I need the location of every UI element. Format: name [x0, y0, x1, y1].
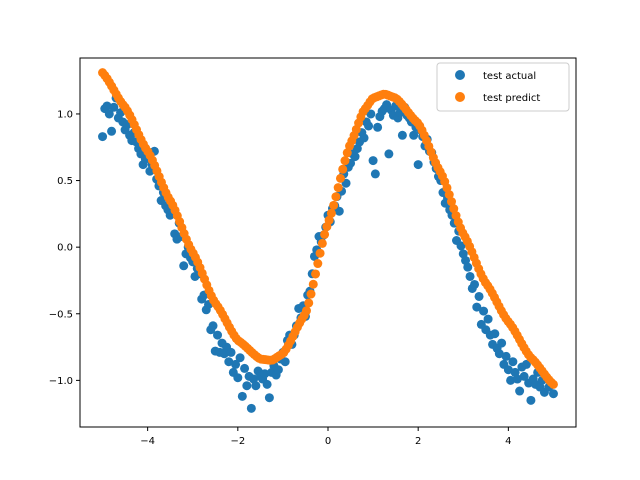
actual-point [224, 357, 234, 367]
actual-point [235, 353, 245, 363]
x-axis: −4 −2 0 2 4 [140, 427, 512, 447]
actual-point [413, 160, 423, 170]
predict-point [320, 229, 330, 239]
actual-point [397, 130, 407, 140]
predict-point [444, 190, 454, 200]
legend-label-test-predict: test predict [483, 93, 540, 104]
actual-point [548, 389, 558, 399]
actual-point [237, 391, 247, 401]
y-axis: −1.0 −0.5 0.0 0.5 1.0 [49, 109, 80, 387]
actual-point [494, 349, 504, 359]
predict-point [308, 279, 318, 289]
actual-point [479, 306, 489, 316]
predict-point [315, 248, 325, 258]
points-layer [98, 68, 558, 413]
actual-point [260, 369, 270, 379]
actual-point [512, 374, 522, 384]
predict-point [333, 183, 343, 193]
actual-point [233, 373, 243, 383]
actual-point [490, 329, 500, 339]
actual-point [280, 357, 290, 367]
predict-point [306, 289, 316, 299]
actual-point [483, 314, 493, 324]
y-tick-label: −1.0 [49, 376, 73, 387]
y-tick-label: −0.5 [49, 309, 73, 320]
legend: test actual test predict [436, 62, 570, 112]
legend-label-test-actual: test actual [483, 71, 536, 82]
y-tick-label: 0.0 [57, 243, 73, 254]
predict-point [304, 298, 314, 308]
actual-point [526, 395, 536, 405]
x-tick-label: 0 [325, 436, 331, 447]
actual-point [373, 122, 383, 132]
actual-point [226, 347, 236, 357]
actual-point [470, 279, 480, 289]
actual-point [350, 152, 360, 162]
actual-point [366, 109, 376, 119]
actual-point [107, 126, 117, 136]
predict-point [446, 197, 456, 207]
x-tick-label: 2 [415, 436, 421, 447]
actual-point [240, 363, 250, 373]
actual-point [364, 121, 374, 131]
predict-point [313, 259, 323, 269]
actual-point [334, 206, 344, 216]
predict-point [326, 208, 336, 218]
actual-point [213, 330, 223, 340]
actual-point [503, 365, 513, 375]
actual-point [98, 132, 108, 142]
predict-point [340, 156, 350, 166]
actual-point [515, 386, 525, 396]
predict-point [329, 200, 339, 210]
predict-point [548, 379, 558, 389]
actual-point [472, 302, 482, 312]
actual-point [102, 101, 112, 111]
actual-point [521, 359, 531, 369]
actual-point [242, 381, 252, 391]
predict-point [335, 173, 345, 183]
actual-point [246, 403, 256, 413]
actual-point [273, 365, 283, 375]
actual-point [384, 149, 394, 159]
actual-point [251, 381, 261, 391]
actual-point [109, 102, 119, 112]
actual-point [104, 109, 114, 119]
x-tick-label: 4 [505, 436, 511, 447]
legend-box [436, 62, 570, 112]
actual-point [179, 261, 189, 271]
legend-marker-test-predict [455, 92, 465, 102]
predict-point [311, 269, 321, 279]
predict-point [324, 215, 334, 225]
predict-point [301, 306, 311, 316]
actual-point [519, 371, 529, 381]
actual-point [465, 271, 475, 281]
actual-point [463, 262, 473, 272]
actual-point [409, 130, 419, 140]
actual-point [368, 156, 378, 166]
x-tick-label: −4 [140, 436, 155, 447]
actual-point [501, 351, 511, 361]
x-tick-label: −2 [230, 436, 245, 447]
actual-point [370, 169, 380, 179]
actual-point [506, 375, 516, 385]
predict-point [317, 238, 327, 248]
actual-point [231, 359, 241, 369]
predict-point [338, 164, 348, 174]
actual-point [262, 379, 272, 389]
y-tick-label: 0.5 [57, 176, 73, 187]
actual-point [359, 133, 369, 143]
predict-point [449, 204, 459, 214]
predict-point [342, 148, 352, 158]
y-tick-label: 1.0 [57, 109, 73, 120]
actual-point [474, 291, 484, 301]
legend-marker-test-actual [455, 70, 465, 80]
predict-point [331, 192, 341, 202]
actual-point [508, 357, 518, 367]
actual-point [264, 393, 274, 403]
actual-point [456, 241, 466, 251]
actual-point [497, 338, 507, 348]
actual-point [208, 321, 218, 331]
